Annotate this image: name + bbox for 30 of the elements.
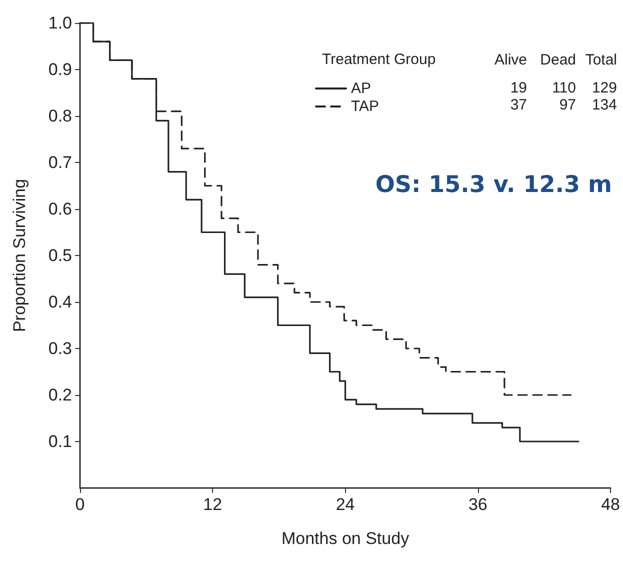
legend-title: Treatment Group — [322, 51, 436, 68]
annotation: 19 — [510, 80, 527, 96]
x-tick-label: 48 — [601, 495, 620, 514]
y-tick-label: 0.1 — [48, 432, 72, 451]
annotation: OS: 15.3 v. 12.3 m — [375, 172, 612, 198]
annotation: Total — [585, 52, 617, 68]
y-tick-label: 0.8 — [48, 106, 72, 126]
y-tick-label: 0.4 — [48, 292, 72, 312]
y-tick-label: 0.2 — [48, 386, 72, 404]
annotation: 37 — [510, 96, 527, 114]
annotation: 134 — [592, 96, 617, 114]
annotation: 97 — [559, 96, 576, 114]
y-tick-label: 0.6 — [48, 200, 72, 218]
y-axis-title: Proportion Surviving — [10, 178, 29, 332]
x-tick-label: 24 — [336, 495, 355, 514]
annotation: Dead — [540, 52, 576, 68]
y-tick-label: 0.5 — [48, 246, 72, 265]
y-tick-label: 0.9 — [48, 60, 72, 79]
y-tick-label: 0.7 — [48, 153, 72, 172]
legend-label: TAP — [351, 98, 380, 115]
x-tick-label: 12 — [203, 495, 222, 514]
x-axis-title: Months on Study — [281, 529, 410, 548]
x-tick-label: 0 — [75, 495, 85, 514]
y-tick-label: 1.0 — [48, 14, 72, 32]
legend-label: AP — [351, 80, 372, 97]
annotation: Alive — [494, 52, 527, 68]
y-tick-label: 0.3 — [48, 339, 72, 358]
x-tick-label: 36 — [468, 495, 488, 514]
annotation: 129 — [592, 80, 617, 96]
annotation: 110 — [552, 80, 576, 96]
